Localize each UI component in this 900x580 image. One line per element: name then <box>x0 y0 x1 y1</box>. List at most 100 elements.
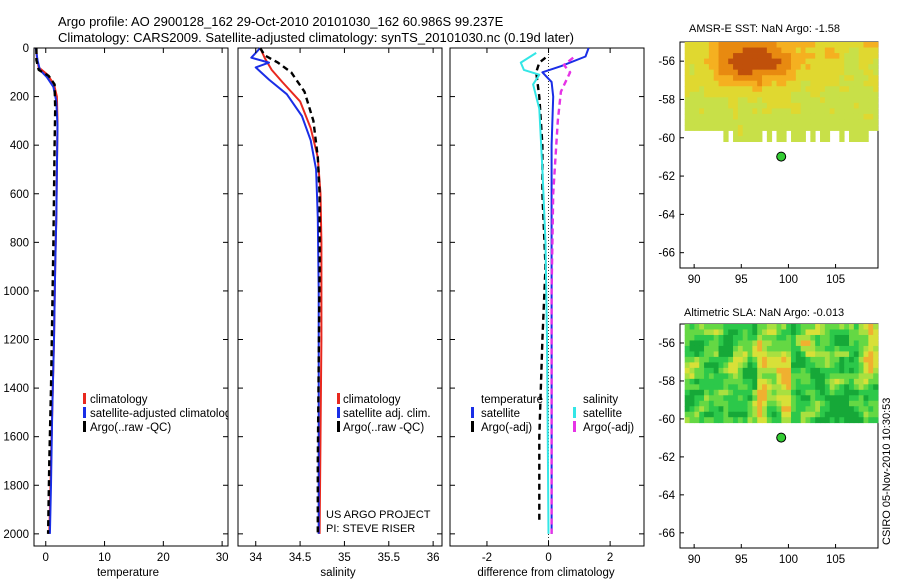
heatmap-cell <box>718 91 724 98</box>
heatmap-cell <box>752 384 758 391</box>
heatmap-cell <box>820 340 826 347</box>
salinity-xlabel: salinity <box>320 567 355 579</box>
heatmap-cell <box>728 91 734 98</box>
heatmap-cell <box>771 324 777 330</box>
heatmap-cell <box>699 384 705 391</box>
heatmap-cell <box>737 367 744 374</box>
heatmap-cell <box>795 75 802 82</box>
heatmap-cell <box>795 406 802 413</box>
heatmap-cell <box>733 373 739 380</box>
heatmap-cell <box>834 340 840 347</box>
heatmap-cell <box>791 47 797 54</box>
heatmap-cell <box>868 406 874 413</box>
heatmap-cell <box>733 130 739 137</box>
heatmap-cell <box>733 356 739 363</box>
heatmap-cell <box>839 97 845 104</box>
heatmap-cell <box>752 86 758 93</box>
heatmap-cell <box>747 334 753 341</box>
heatmap-cell <box>684 42 690 48</box>
heatmap-cell <box>829 42 835 48</box>
heatmap-cell <box>858 356 864 363</box>
heatmap-cell <box>834 384 840 391</box>
heatmap-cell <box>737 329 744 336</box>
heatmap-cell <box>820 47 826 54</box>
heatmap-cell <box>863 411 869 418</box>
heatmap-cell <box>699 400 705 407</box>
heatmap-cell <box>824 91 831 98</box>
heatmap-cell <box>694 389 700 396</box>
heatmap-cell <box>863 384 869 391</box>
figure-title-line2: Climatology: CARS2009. Satellite-adjuste… <box>58 30 574 45</box>
heatmap-cell <box>757 367 763 374</box>
heatmap-cell <box>853 329 860 336</box>
heatmap-cell <box>689 389 695 396</box>
temperature-xlabel: temperature <box>97 567 159 579</box>
heatmap-cell <box>786 340 792 347</box>
heatmap-cell <box>747 345 753 352</box>
heatmap-cell <box>810 113 816 120</box>
heatmap-cell <box>728 75 734 82</box>
sla-argo-position-marker <box>776 432 787 443</box>
heatmap-cell <box>805 340 811 347</box>
heatmap-cell <box>858 64 864 71</box>
heatmap-cell <box>795 64 802 71</box>
heatmap-cell <box>873 53 879 59</box>
heatmap-cell <box>742 97 748 104</box>
heatmap-cell <box>786 329 792 336</box>
heatmap-cell <box>713 395 719 402</box>
heatmap-cell <box>849 411 855 418</box>
heatmap-cell <box>747 400 753 407</box>
heatmap-cell <box>713 389 719 396</box>
heatmap-cell <box>839 130 845 137</box>
heatmap-cell <box>844 389 850 396</box>
map-x-tick-label: 105 <box>826 274 845 286</box>
heatmap-cell <box>718 108 724 115</box>
heatmap-cell <box>723 334 729 341</box>
heatmap-cell <box>718 356 724 363</box>
heatmap-cell <box>747 53 753 59</box>
heatmap-cell <box>718 329 724 336</box>
heatmap-cell <box>776 417 782 424</box>
y-tick-label: 400 <box>10 140 29 152</box>
heatmap-cell <box>810 69 816 76</box>
heatmap-cell <box>766 53 773 59</box>
heatmap-cell <box>820 384 826 391</box>
heatmap-cell <box>786 378 792 385</box>
heatmap-cell <box>723 340 729 347</box>
legend-swatch-argo <box>337 421 340 432</box>
heatmap-cell <box>805 356 811 363</box>
heatmap-cell <box>858 108 864 115</box>
heatmap-cell <box>839 356 845 363</box>
heatmap-cell <box>689 108 695 115</box>
legend-heading-salinity: salinity <box>583 394 618 406</box>
heatmap-cell <box>800 86 806 93</box>
heatmap-cell <box>786 86 792 93</box>
heatmap-cell <box>829 108 835 115</box>
heatmap-cell <box>733 384 739 391</box>
heatmap-cell <box>766 345 773 352</box>
heatmap-cell <box>737 130 744 137</box>
heatmap-cell <box>834 102 840 109</box>
heatmap-cell <box>723 384 729 391</box>
series-salinity-argo-adj- <box>550 56 574 534</box>
heatmap-cell <box>858 86 864 93</box>
heatmap-cell <box>863 367 869 374</box>
heatmap-cell <box>689 119 695 126</box>
heatmap-cell <box>791 411 797 418</box>
heatmap-cell <box>723 75 729 82</box>
heatmap-cell <box>858 367 864 374</box>
heatmap-cell <box>684 406 690 413</box>
heatmap-cell <box>704 69 710 76</box>
heatmap-cell <box>684 113 690 120</box>
heatmap-cell <box>810 400 816 407</box>
heatmap-cell <box>737 324 744 330</box>
heatmap-cell <box>873 119 879 126</box>
heatmap-cell <box>733 102 739 109</box>
heatmap-cell <box>762 395 768 402</box>
heatmap-cell <box>704 58 710 65</box>
heatmap-cell <box>766 80 773 87</box>
heatmap-cell <box>699 53 705 59</box>
heatmap-cell <box>762 47 768 54</box>
heatmap-cell <box>844 42 850 48</box>
